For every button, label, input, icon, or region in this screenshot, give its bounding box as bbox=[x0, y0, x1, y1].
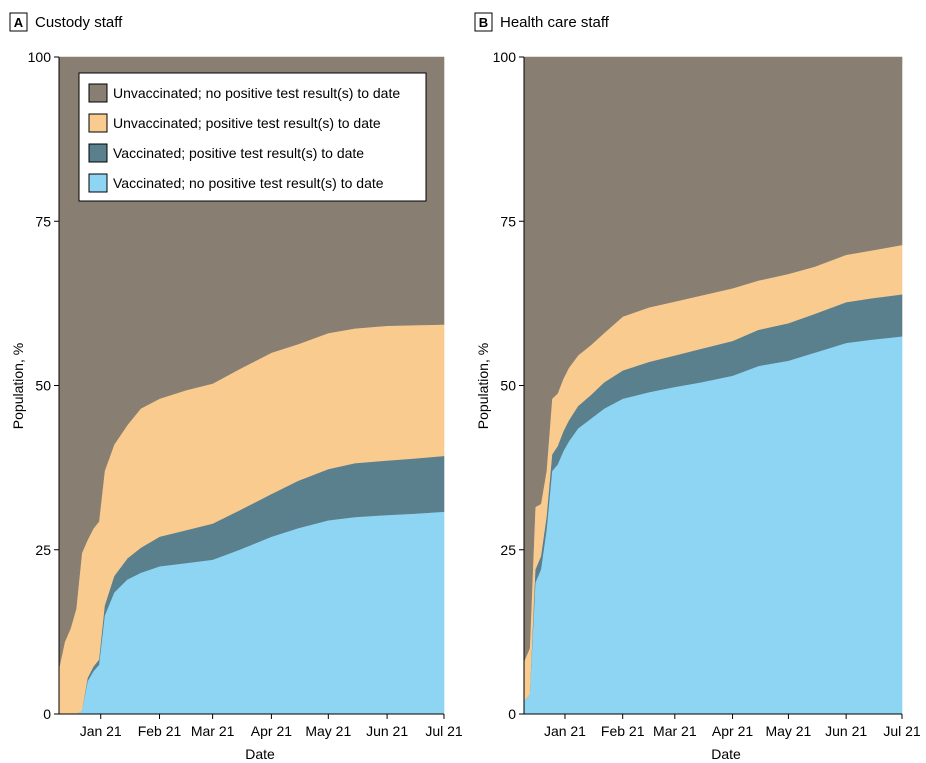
y-tick-label-a: 25 bbox=[35, 542, 51, 558]
legend-swatch bbox=[88, 83, 108, 103]
panel-b: 0 25 50 75 100 Jan 21 Feb 21 Mar 21 Apr 21 May 21… bbox=[474, 12, 921, 762]
x-tick-label-a: Jul 21 bbox=[425, 723, 463, 739]
x-tick-label-b: Jan 21 bbox=[544, 723, 586, 739]
legend-label: Vaccinated; positive test result(s) to d… bbox=[113, 145, 364, 161]
x-tick-label-b: Feb 21 bbox=[601, 723, 645, 739]
y-tick-label-a: 75 bbox=[35, 213, 51, 229]
panel-letter-box-b bbox=[474, 12, 493, 32]
legend-label: Unvaccinated; positive test result(s) to… bbox=[113, 115, 381, 131]
x-tick-label-a: May 21 bbox=[305, 723, 351, 739]
axes-panel-a: 0 25 50 75 100 Jan 21 Feb 21 Mar 21 Apr 21 May 21… bbox=[28, 49, 463, 739]
axes-panel-b: 0 25 50 75 100 Jan 21 Feb 21 Mar 21 Apr 21 May 21… bbox=[493, 49, 921, 739]
panel-letter-box-a bbox=[9, 12, 28, 32]
x-tick-label-a: Feb 21 bbox=[138, 723, 182, 739]
x-axis-label-a: Date bbox=[245, 746, 275, 762]
y-tick-label-b: 50 bbox=[500, 378, 516, 394]
y-tick-label-b: 0 bbox=[508, 706, 516, 722]
x-tick-label-b: Jul 21 bbox=[883, 723, 921, 739]
panel-title-b: Health care staff bbox=[500, 14, 610, 31]
areas-panel-a bbox=[58, 56, 445, 715]
panel-a: 0 25 50 75 100 Jan 21 Feb 21 Mar 21 Apr 21 May 21… bbox=[9, 12, 463, 762]
x-tick-label-b: Apr 21 bbox=[712, 723, 753, 739]
panel-letter-b: B bbox=[479, 15, 488, 30]
legend: Unvaccinated; no positive test result(s)… bbox=[78, 72, 427, 202]
x-tick-label-a: Jan 21 bbox=[80, 723, 122, 739]
panel-letter-a: A bbox=[14, 15, 24, 30]
area-series-unvaccinated-no-positive-test-result-s-to-date-b bbox=[523, 56, 903, 662]
y-tick-label-a: 50 bbox=[35, 378, 51, 394]
y-axis-label-b: Population, % bbox=[475, 343, 491, 429]
legend-box bbox=[78, 72, 427, 202]
legend-swatch bbox=[88, 143, 108, 163]
legend-label: Unvaccinated; no positive test result(s)… bbox=[113, 85, 400, 101]
legend-label: Vaccinated; no positive test result(s) t… bbox=[113, 175, 384, 191]
legend-swatch bbox=[88, 113, 108, 133]
y-tick-label-b: 25 bbox=[500, 542, 516, 558]
panel-title-a: Custody staff bbox=[35, 14, 123, 31]
x-tick-label-a: Jun 21 bbox=[366, 723, 408, 739]
y-tick-label-a: 100 bbox=[28, 49, 52, 65]
x-axis-label-b: Date bbox=[711, 746, 741, 762]
y-axis-label-a: Population, % bbox=[10, 343, 26, 429]
x-tick-label-a: Mar 21 bbox=[191, 723, 235, 739]
area-series-unvaccinated-no-positive-test-result-s-to-date-a bbox=[58, 56, 445, 669]
legend-swatch bbox=[88, 173, 108, 193]
y-tick-label-a: 0 bbox=[43, 706, 51, 722]
y-tick-label-b: 75 bbox=[500, 213, 516, 229]
x-tick-label-a: Apr 21 bbox=[251, 723, 292, 739]
x-tick-label-b: Jun 21 bbox=[825, 723, 867, 739]
y-tick-label-b: 100 bbox=[493, 49, 517, 65]
x-tick-label-b: May 21 bbox=[765, 723, 811, 739]
x-tick-label-b: Mar 21 bbox=[653, 723, 697, 739]
areas-panel-b bbox=[523, 56, 903, 715]
